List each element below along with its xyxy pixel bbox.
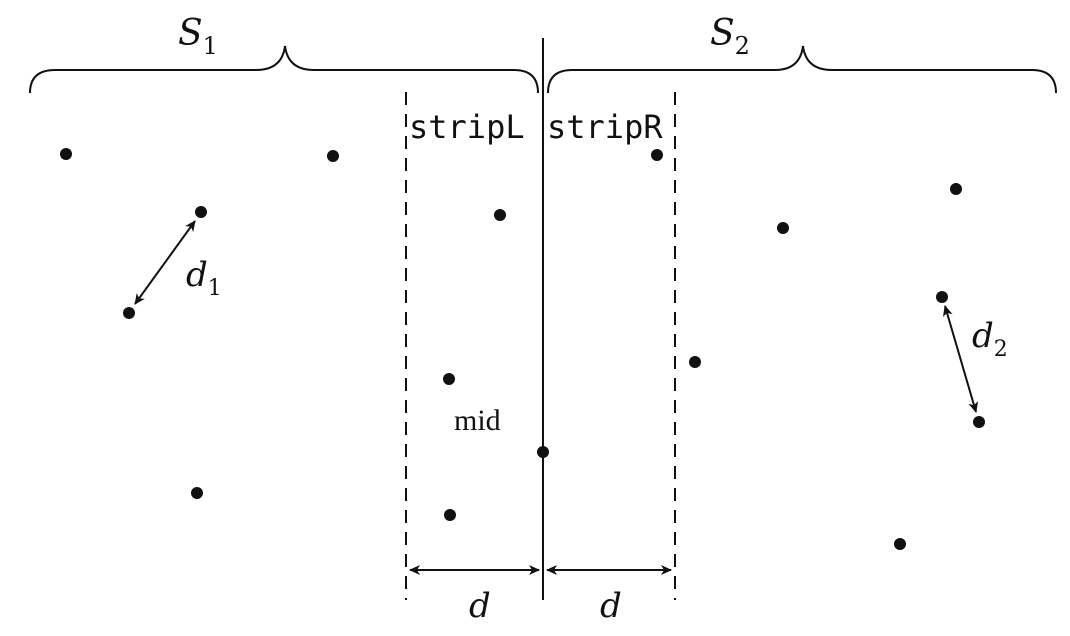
point <box>327 150 339 162</box>
point <box>60 148 72 160</box>
label-strip-right: stripR <box>547 108 663 146</box>
label-d1-subscript: 1 <box>208 276 222 301</box>
point <box>191 487 203 499</box>
point <box>195 206 207 218</box>
brace-s1 <box>29 45 539 94</box>
label-s2: S2 <box>710 13 750 60</box>
point <box>689 356 701 368</box>
point <box>950 183 962 195</box>
point <box>494 209 506 221</box>
point <box>444 509 456 521</box>
label-s2-subscript: 2 <box>735 32 750 60</box>
point <box>777 222 789 234</box>
label-strip-left: stripL <box>409 108 525 146</box>
brace-s2 <box>547 45 1057 94</box>
point <box>123 307 135 319</box>
point <box>894 538 906 550</box>
point <box>973 416 985 428</box>
label-mid: mid <box>454 404 501 437</box>
label-d-right: d <box>600 586 622 626</box>
label-d2-subscript: 2 <box>994 337 1008 362</box>
point <box>537 446 549 458</box>
label-s1: S1 <box>178 13 218 60</box>
point <box>651 149 663 161</box>
label-d2: d2 <box>972 316 1008 362</box>
d2-arrow <box>943 305 978 413</box>
point <box>936 291 948 303</box>
label-d-left: d <box>469 586 491 626</box>
d1-arrow <box>134 220 196 305</box>
label-s1-subscript: 1 <box>203 32 218 60</box>
point <box>443 373 455 385</box>
label-d1: d1 <box>186 255 222 301</box>
